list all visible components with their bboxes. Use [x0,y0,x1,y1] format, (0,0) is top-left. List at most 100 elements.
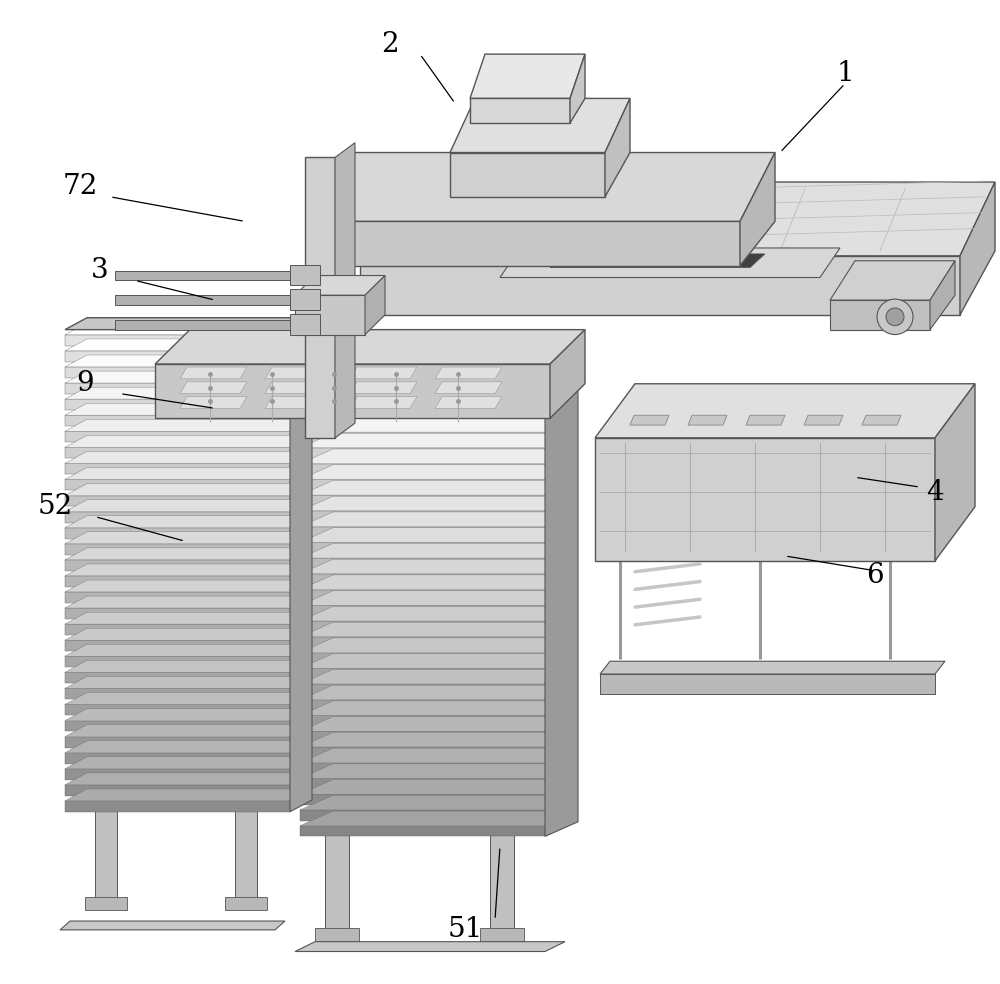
Polygon shape [225,897,267,910]
Polygon shape [265,367,332,379]
Polygon shape [65,351,290,362]
Polygon shape [65,467,312,479]
Polygon shape [300,495,545,506]
Polygon shape [65,400,290,410]
Polygon shape [300,543,578,558]
Polygon shape [300,449,578,463]
Polygon shape [65,705,290,715]
Polygon shape [300,526,545,537]
Polygon shape [65,693,312,705]
Polygon shape [65,338,312,351]
Polygon shape [300,684,545,695]
Polygon shape [65,689,290,700]
Polygon shape [65,383,290,394]
Polygon shape [570,54,585,123]
Polygon shape [300,542,545,553]
Polygon shape [65,516,312,527]
Polygon shape [65,419,312,431]
Polygon shape [65,772,312,785]
Polygon shape [65,741,312,753]
Polygon shape [300,778,545,789]
Polygon shape [300,480,578,495]
Polygon shape [300,386,578,400]
Polygon shape [300,558,545,569]
Polygon shape [300,432,545,443]
Polygon shape [300,433,578,448]
Polygon shape [350,382,417,394]
Polygon shape [295,276,385,295]
Polygon shape [65,753,290,764]
Polygon shape [310,221,740,266]
Polygon shape [65,415,290,426]
Polygon shape [960,182,995,315]
Polygon shape [300,668,545,679]
Polygon shape [435,382,502,394]
Polygon shape [600,661,945,674]
Polygon shape [65,435,312,448]
Polygon shape [305,157,335,438]
Polygon shape [300,731,545,742]
Polygon shape [290,289,320,310]
Polygon shape [65,564,312,576]
Polygon shape [300,575,578,589]
Polygon shape [65,656,290,667]
Polygon shape [65,403,312,415]
Polygon shape [65,483,312,496]
Polygon shape [300,638,578,652]
Polygon shape [235,805,257,900]
Polygon shape [300,685,578,700]
Polygon shape [595,438,935,561]
Polygon shape [180,367,247,379]
Polygon shape [350,397,417,408]
Polygon shape [300,479,545,490]
Polygon shape [290,318,312,812]
Polygon shape [265,382,332,394]
Polygon shape [65,708,312,720]
Polygon shape [65,645,312,656]
Polygon shape [688,415,727,425]
Polygon shape [65,628,312,641]
Polygon shape [300,417,578,432]
Polygon shape [65,737,290,748]
Polygon shape [65,452,312,463]
Text: 51: 51 [447,916,483,944]
Polygon shape [830,300,930,330]
Polygon shape [65,355,312,367]
Polygon shape [65,463,290,474]
Circle shape [877,299,913,335]
Text: 52: 52 [37,493,73,521]
Polygon shape [65,448,290,459]
Polygon shape [65,641,290,651]
Polygon shape [290,314,320,335]
Polygon shape [300,354,578,369]
Polygon shape [300,748,578,763]
Text: 6: 6 [866,562,884,589]
Polygon shape [300,826,545,836]
Polygon shape [65,660,312,672]
Polygon shape [300,369,545,380]
Polygon shape [300,701,578,715]
Polygon shape [290,265,320,285]
Polygon shape [180,382,247,394]
Polygon shape [300,716,578,731]
Polygon shape [300,747,545,758]
Polygon shape [65,580,312,592]
Polygon shape [335,143,355,438]
Text: 4: 4 [926,478,944,506]
Polygon shape [804,415,843,425]
Circle shape [886,308,904,326]
Polygon shape [65,323,312,335]
Polygon shape [630,415,669,425]
Polygon shape [470,54,585,98]
Polygon shape [300,810,545,821]
Polygon shape [300,621,545,632]
Polygon shape [85,897,127,910]
Polygon shape [300,511,545,522]
Polygon shape [65,676,312,689]
Polygon shape [300,590,578,605]
Polygon shape [315,928,359,941]
Polygon shape [300,764,578,778]
Polygon shape [830,261,955,300]
Polygon shape [325,831,349,930]
Polygon shape [450,98,630,153]
